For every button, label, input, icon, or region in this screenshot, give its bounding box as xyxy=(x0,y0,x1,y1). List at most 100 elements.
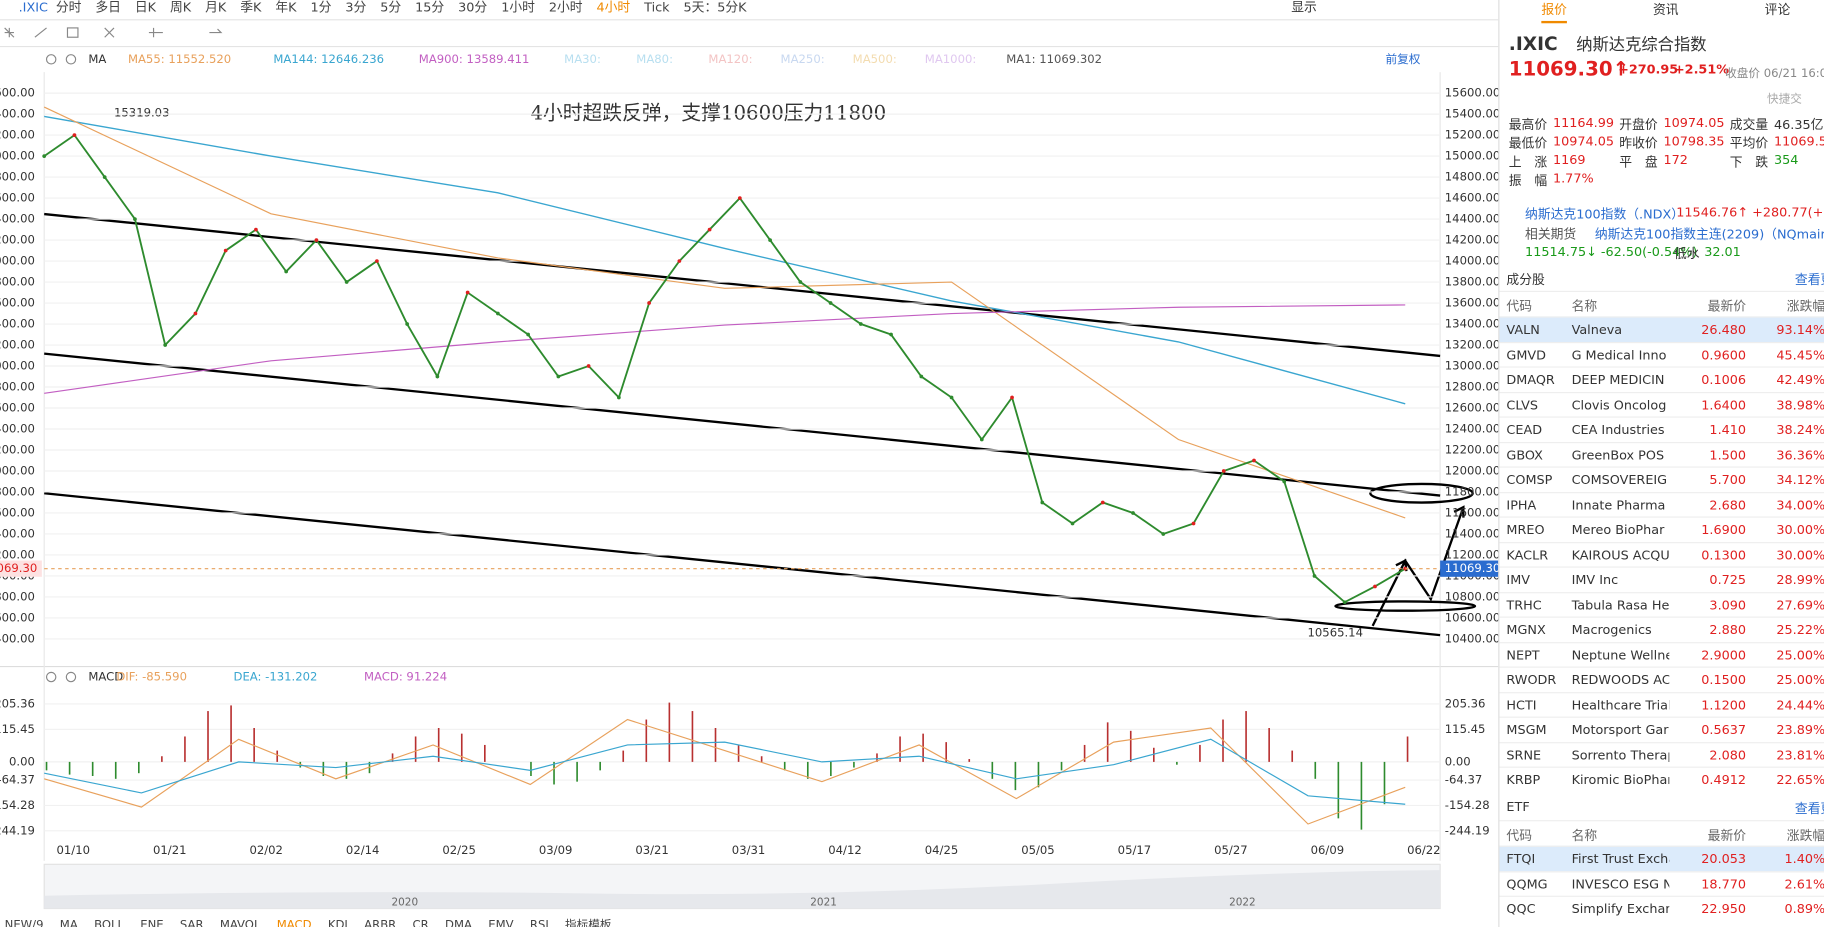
panel-tab[interactable]: 资讯 xyxy=(1653,2,1679,18)
period-tab[interactable]: 5分 xyxy=(380,1,401,16)
table-row[interactable]: QQMG INVESCO ESG NA 18.770 2.61% xyxy=(1499,870,1824,897)
period-tab[interactable]: 日K xyxy=(135,1,157,16)
icon[interactable] xyxy=(45,54,57,65)
indicator-tab[interactable]: NEW/9 xyxy=(5,917,44,927)
period-tab[interactable]: 月K xyxy=(205,1,227,16)
table-row[interactable]: GMVD G Medical Inno 0.9600 45.45% xyxy=(1499,341,1824,367)
drawing-tools xyxy=(4,27,223,683)
y-tick-label-left: 13600.00 xyxy=(0,296,35,310)
close-point xyxy=(1373,584,1377,589)
icon[interactable] xyxy=(65,54,77,65)
table-row[interactable]: VALN Valneva 26.480 93.14% xyxy=(1499,316,1824,343)
period-tab[interactable]: 30分 xyxy=(458,1,487,16)
stat-label: 振 幅 xyxy=(1508,173,1548,189)
indicator-tab[interactable]: BOLL xyxy=(94,917,124,927)
table-row[interactable]: HCTI Healthcare Trial 1.1200 24.44% xyxy=(1499,691,1824,718)
cell: Macrogenics xyxy=(1571,622,1652,638)
quick-trade[interactable]: 快捷交 xyxy=(1767,93,1802,106)
table-row[interactable]: MSGM Motorsport Gar 0.5637 23.89% xyxy=(1499,716,1824,743)
cell: 23.89% xyxy=(1776,722,1824,738)
table-row[interactable]: IMV IMV Inc 0.725 28.99% xyxy=(1499,566,1824,593)
table-row[interactable]: DMAQR DEEP MEDICIN 0.1006 42.49% xyxy=(1499,366,1824,392)
cell: TRHC xyxy=(1506,597,1542,613)
indicator-tab[interactable]: KDJ xyxy=(328,917,348,927)
indicator-tab[interactable]: RSI xyxy=(530,917,549,927)
period-tab[interactable]: 多日 xyxy=(95,1,121,16)
period-tab[interactable]: 分时 xyxy=(56,1,82,16)
display-menu[interactable]: 显示 xyxy=(1291,1,1317,16)
period-tab[interactable]: 1分 xyxy=(311,1,332,16)
panel-tab[interactable]: 报价 xyxy=(1541,0,1567,24)
table-row[interactable]: QQC Simplify Exchange 22.950 0.89% xyxy=(1499,895,1824,922)
futures-name[interactable]: 纳斯达克100指数主连(2209)（NQmain) xyxy=(1594,226,1824,242)
table-row[interactable]: MGNX Macrogenics 2.880 25.22% xyxy=(1499,616,1824,643)
table-row[interactable]: CLVS Clovis Oncolog 1.6400 38.98% xyxy=(1499,391,1824,417)
x-tick-label: 05/05 xyxy=(1021,843,1055,857)
cell: KRBP xyxy=(1506,772,1541,788)
indicator-tab[interactable]: MAVOL xyxy=(220,917,261,927)
cell: KAIROUS ACQU xyxy=(1571,547,1670,563)
adjust-button[interactable]: 前复权 xyxy=(1385,52,1420,66)
period-tab[interactable]: 5天：5分K xyxy=(684,1,748,16)
y-tick-label: -64.37 xyxy=(1445,773,1482,787)
period-tab[interactable]: 3分 xyxy=(345,1,366,16)
indicator-tab[interactable]: MA xyxy=(60,917,78,927)
table-row[interactable]: RWODR REDWOODS AC 0.1500 25.00% xyxy=(1499,666,1824,693)
close-point xyxy=(405,322,410,326)
table-row[interactable]: MREO Mereo BioPhar 1.6900 30.00% xyxy=(1499,516,1824,542)
table-row[interactable]: FTQI First Trust Exchan 20.053 1.40% xyxy=(1499,845,1824,872)
table-row[interactable]: CEAD CEA Industries 1.410 38.24% xyxy=(1499,416,1824,442)
period-tab[interactable]: 4小时 xyxy=(597,1,631,16)
table-row[interactable]: GBOX GreenBox POS 1.500 36.36% xyxy=(1499,441,1824,467)
period-tab[interactable]: 2小时 xyxy=(549,1,583,16)
indicator-tab[interactable]: ENE xyxy=(140,917,163,927)
table-row[interactable]: KACLR KAIROUS ACQU 0.1300 30.00% xyxy=(1499,541,1824,568)
close-point xyxy=(254,227,258,232)
cell: 30.00% xyxy=(1776,522,1824,538)
cell: 30.00% xyxy=(1776,547,1824,563)
indicator-tab[interactable]: DMA xyxy=(445,917,472,927)
indicator-tab[interactable]: EMV xyxy=(488,917,513,927)
y-tick-label-left: 15400.00 xyxy=(0,107,35,121)
y-tick-label-left: 13400.00 xyxy=(0,317,35,331)
icon[interactable] xyxy=(148,27,163,38)
table-row[interactable]: TRHC Tabula Rasa He 3.090 27.69% xyxy=(1499,591,1824,618)
indicator-tab[interactable]: 指标模板 xyxy=(565,917,612,927)
section-title: ETF xyxy=(1506,799,1530,815)
period-tab[interactable]: 年K xyxy=(275,1,297,16)
panel-tab[interactable]: 评论 xyxy=(1764,2,1791,18)
icon[interactable] xyxy=(209,28,223,34)
icon[interactable] xyxy=(4,27,15,38)
ndx-name[interactable]: 纳斯达克100指数（.NDX） xyxy=(1525,207,1685,223)
indicator-tab[interactable]: MACD xyxy=(277,917,312,927)
indicator-tab[interactable]: CR xyxy=(413,917,429,927)
period-tab[interactable]: 1小时 xyxy=(501,1,535,16)
period-tab[interactable]: 15分 xyxy=(415,1,444,16)
more-link[interactable]: 查看更 xyxy=(1794,801,1824,817)
x-tick-label: 03/31 xyxy=(732,843,766,857)
icon[interactable] xyxy=(104,27,115,38)
table-row[interactable]: COMSP COMSOVEREIG 5.700 34.12% xyxy=(1499,466,1824,492)
y-tick-label: -244.19 xyxy=(1445,823,1490,837)
cell: IMV xyxy=(1506,572,1531,588)
table-row[interactable]: IPHA Innate Pharma 2.680 34.00% xyxy=(1499,491,1824,517)
period-tab[interactable]: 周K xyxy=(170,1,192,16)
period-tab[interactable]: 季K xyxy=(240,1,262,16)
more-link[interactable]: 查看更 xyxy=(1794,272,1824,288)
cell: Sorrento Therap xyxy=(1571,747,1670,763)
close-point xyxy=(556,374,561,379)
table-row[interactable]: SRNE Sorrento Therap 2.080 23.81% xyxy=(1499,741,1824,768)
indicator-tab[interactable]: SAR xyxy=(180,917,204,927)
y-tick-label: 12800.00 xyxy=(1445,380,1499,394)
icon[interactable] xyxy=(45,671,57,683)
close-point xyxy=(707,227,712,232)
icon[interactable] xyxy=(65,671,77,683)
period-tab[interactable]: Tick xyxy=(643,1,670,16)
indicator-tab[interactable]: ARBR xyxy=(364,917,396,927)
table-row[interactable]: KRBP Kiromic BioPhar 0.4912 22.65% xyxy=(1499,766,1824,793)
icon[interactable] xyxy=(66,27,79,38)
close-point xyxy=(72,133,77,137)
last-price-label-left: 11069.30 xyxy=(0,561,37,575)
table-row[interactable]: NEPT Neptune Wellne 2.9000 25.00% xyxy=(1499,641,1824,668)
icon[interactable] xyxy=(34,27,47,38)
